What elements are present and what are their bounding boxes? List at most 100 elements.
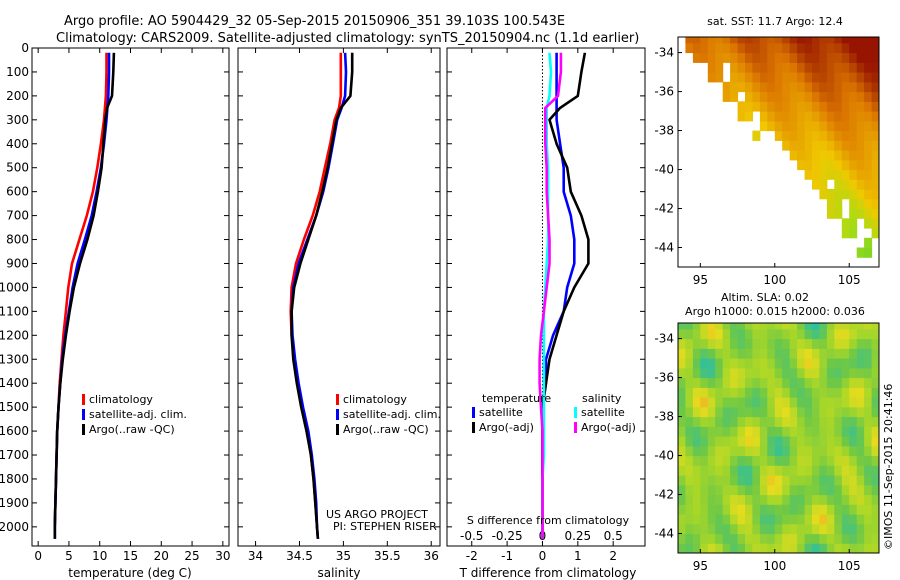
sla-cell xyxy=(789,338,798,349)
sla-cell xyxy=(767,484,776,496)
sla-map-frame xyxy=(677,322,880,554)
sla-cell xyxy=(752,416,761,427)
sst-cell xyxy=(767,62,776,73)
sla-cell xyxy=(737,348,746,359)
sla-cell xyxy=(841,406,850,418)
sla-cell xyxy=(685,436,694,447)
sst-cell xyxy=(819,52,828,63)
sla-cell xyxy=(864,397,873,408)
sla-cell xyxy=(715,436,724,447)
sst-cell xyxy=(871,140,879,151)
sla-cell xyxy=(789,387,798,398)
sla-cell xyxy=(722,445,731,457)
sst-cell xyxy=(864,120,873,132)
sla-cell xyxy=(782,328,791,340)
sst-cell xyxy=(789,91,798,102)
sla-cell xyxy=(819,514,828,525)
sla-cell xyxy=(841,426,850,437)
sla-cell xyxy=(812,358,820,369)
sla-cell xyxy=(871,514,879,525)
sla-cell xyxy=(819,504,828,515)
sla-cell xyxy=(782,406,791,418)
sst-cell xyxy=(745,52,753,63)
sla-cell xyxy=(797,328,806,340)
sst-cell xyxy=(834,179,843,190)
credit-project: US ARGO PROJECT xyxy=(326,508,428,521)
sst-cell xyxy=(797,159,806,171)
salinity-legend-label: satellite-adj. clim. xyxy=(343,408,441,421)
sla-cell xyxy=(864,523,873,535)
sla-cell xyxy=(871,367,879,379)
sla-cell xyxy=(782,465,791,476)
map-xtick-label: 105 xyxy=(838,559,861,573)
sla-cell xyxy=(782,377,791,388)
sst-cell xyxy=(856,130,865,141)
sst-cell xyxy=(707,37,716,44)
sla-cell xyxy=(700,387,709,398)
sst-cell xyxy=(841,189,850,200)
sla-cell xyxy=(752,523,761,535)
sst-cell xyxy=(782,37,791,44)
sla-cell xyxy=(685,338,694,349)
sst-cell xyxy=(804,130,813,141)
difference-t-xtick-label: -2 xyxy=(466,549,478,563)
sla-cell xyxy=(782,426,791,437)
sla-cell xyxy=(826,504,835,515)
sst-cell xyxy=(722,37,731,44)
sla-cell xyxy=(685,328,694,340)
sla-cell xyxy=(737,484,746,496)
sla-cell xyxy=(692,533,701,544)
sst-cell xyxy=(774,91,783,102)
sla-cell xyxy=(834,475,843,486)
sla-cell xyxy=(782,323,791,330)
sla-cell xyxy=(871,338,879,349)
sst-cell xyxy=(841,52,850,63)
sst-cell xyxy=(730,91,739,102)
sla-cell xyxy=(864,367,873,379)
sst-cell xyxy=(841,37,850,44)
sla-cell xyxy=(782,445,791,457)
sst-cell xyxy=(871,101,879,112)
temperature-legend-swatch xyxy=(82,409,85,420)
depth-tick-label: 1300 xyxy=(0,352,29,366)
sla-cell xyxy=(834,416,843,427)
sla-cell xyxy=(678,494,686,505)
sst-cell xyxy=(782,91,791,102)
sla-cell xyxy=(767,523,776,535)
sst-cell xyxy=(812,37,820,44)
sla-cell xyxy=(782,387,791,398)
sst-cell xyxy=(774,130,783,141)
salinity-axes-frame xyxy=(237,47,441,547)
sla-cell xyxy=(789,367,798,379)
sla-cell xyxy=(692,504,701,515)
sla-cell xyxy=(715,328,724,340)
sst-cell xyxy=(774,62,783,73)
sla-cell xyxy=(812,465,820,476)
sla-cell xyxy=(759,367,768,379)
sla-cell xyxy=(804,514,813,525)
sla-cell xyxy=(678,455,686,466)
sla-cell xyxy=(752,504,761,515)
sla-cell xyxy=(789,323,798,330)
sst-cell xyxy=(864,72,873,83)
sst-cell xyxy=(871,208,879,219)
sla-cell xyxy=(715,494,724,505)
sla-cell xyxy=(700,377,709,388)
sst-cell xyxy=(804,37,813,44)
sla-cell xyxy=(685,465,694,476)
sla-cell xyxy=(722,426,731,437)
sst-cell xyxy=(767,72,776,83)
sla-cell xyxy=(745,328,753,340)
sla-cell xyxy=(692,367,701,379)
difference-xlabel: T difference from climatology xyxy=(459,566,637,580)
sla-cell xyxy=(715,358,724,369)
sla-cell xyxy=(856,323,865,330)
sla-cell xyxy=(700,328,709,340)
sst-cell xyxy=(871,218,879,229)
sst-cell xyxy=(849,218,858,229)
sla-cell xyxy=(737,426,746,437)
sla-cell xyxy=(804,504,813,515)
map-ytick-label: -38 xyxy=(654,124,674,138)
sla-cell xyxy=(826,416,835,427)
sst-cell xyxy=(730,42,739,54)
